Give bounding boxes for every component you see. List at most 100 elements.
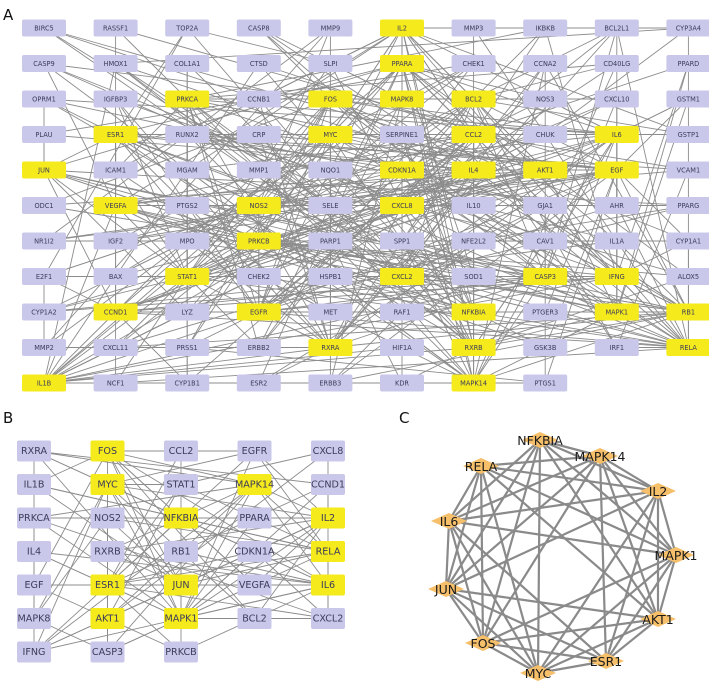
node-il10: IL10 [451,197,496,214]
node-prss1: PRSS1 [165,339,210,356]
node-jun: JUN [428,581,464,597]
node-box-stat1 [164,474,198,495]
node-box-jun [22,161,66,179]
node-label-vegfa: VEGFA [239,580,271,591]
node-rassf1: RASSF1 [93,19,138,37]
node-nqo1: NQO1 [308,161,353,179]
node-mapk1: MAPK1 [594,303,639,321]
node-ccnd1: CCND1 [93,303,138,321]
node-box-mgam [165,161,210,179]
node-label-egf: EGF [610,167,623,175]
node-box-slpi [308,55,353,72]
node-label-gstp1: GSTP1 [678,131,700,139]
node-ptger3: PTGER3 [523,303,568,321]
node-label-mapk1: MAPK1 [605,309,628,317]
node-akt1: AKT1 [90,608,125,629]
node-box-rela [666,339,709,356]
node-box-cxcl2 [380,268,424,285]
node-label-ccnd1: CCND1 [104,309,127,317]
node-box-bcl2l1 [594,19,639,37]
node-label-vegfa: VEGFA [105,202,127,210]
node-box-mapk8 [380,90,424,108]
node-box-mapk8 [17,608,51,629]
node-serpine1: SERPINE1 [380,126,424,143]
edge-cyp3a4-hmox1 [115,27,689,64]
node-label-ccl2: CCL2 [169,446,194,457]
node-ifng: IFNG [594,268,639,285]
node-label-hspb1: HSPB1 [319,273,341,281]
node-label-mapk8: MAPK8 [391,96,414,104]
node-box-ifng [594,268,639,285]
node-igf2: IGF2 [93,232,138,250]
edge-mapk14-mapk1 [180,484,255,619]
node-erbb2: ERBB2 [236,339,281,356]
node-gja1: GJA1 [523,197,568,214]
node-label-prkca: PRKCA [176,96,198,104]
node-label-mapk1: MAPK1 [654,548,697,563]
node-label-ifng: IFNG [609,273,625,281]
node-box-cxcl8 [380,197,424,214]
node-box-sele [308,197,353,214]
edge-bcl2-rela [473,98,689,348]
node-label-nqo1: NQO1 [321,167,341,175]
node-box-egfr [237,440,272,462]
node-box-cxcl2 [311,608,345,629]
edge-myc-jun [445,588,539,674]
node-box-jun [164,574,198,596]
node-label-parp1: PARP1 [320,238,341,246]
node-label-igf2: IGF2 [108,238,123,246]
node-label-il10: IL10 [467,202,481,210]
panel-b-letter: B [3,409,13,427]
node-label-stat1: STAT1 [167,480,196,491]
node-label-ccna2: CCNA2 [534,60,557,68]
edge-fos-rela [479,465,485,644]
node-fos: FOS [308,90,353,108]
node-rela: RELA [666,339,709,356]
node-label-cxcl8: CXCL8 [391,202,412,210]
node-fos: FOS [90,440,125,462]
node-box-alox5 [666,268,709,285]
node-vegfa: VEGFA [93,197,138,214]
node-casp3: CASP3 [523,268,568,285]
node-box-cd40lg [594,55,639,72]
node-label-cdkn1a: CDKN1A [234,547,275,558]
node-cd40lg: CD40LG [594,55,639,72]
edge-prkca-rxra [186,98,331,348]
panel-a-network: A BIRC5 RASSF1 TOP2A CASP8 MMP9 IL2 MMP3 IKBKB B… [3,6,709,392]
edge-akt1-esr1 [605,618,659,662]
node-ccnb1: CCNB1 [236,90,281,108]
edge-nfkbia-il6 [448,439,541,522]
node-col1a1: COL1A1 [165,55,210,72]
node-label-spp1: SPP1 [394,238,410,246]
node-label-crp: CRP [252,131,265,139]
node-label-jun: JUN [37,167,50,175]
node-ccnd1: CCND1 [311,474,345,495]
node-box-mmp2 [22,339,66,356]
node-label-akt1: AKT1 [95,614,119,625]
node-label-cxcl2: CXCL2 [313,614,344,625]
node-label-ifng: IFNG [23,647,46,658]
node-label-chek2: CHEK2 [248,273,270,281]
node-box-ccl2 [451,126,496,143]
node-gstp1: GSTP1 [666,126,709,143]
node-label-vcam1: VCAM1 [677,167,701,175]
edge-jun-ccnd1 [43,169,117,313]
node-diamond-rela [463,458,499,474]
node-jun: JUN [164,574,198,596]
edge-casp9-vegfa [43,63,117,206]
node-box-mapk14 [237,474,272,495]
node-label-casp9: CASP9 [33,60,54,68]
node-label-jun: JUN [171,580,189,591]
node-label-nos3: NOS3 [536,96,555,104]
node-label-birc5: BIRC5 [34,25,54,33]
node-ikbkb: IKBKB [523,19,568,37]
edge-cxcl2-rxrb [401,276,474,348]
node-kdr: KDR [380,374,424,392]
edge-jun-rela [444,465,483,590]
node-label-nfkbia: NFKBIA [462,309,487,317]
node-box-esr2 [236,374,281,392]
node-label-gstm1: GSTM1 [677,96,700,104]
node-box-ccnd1 [93,303,138,321]
node-box-ccna2 [523,55,568,72]
node-mapk1: MAPK1 [654,547,698,563]
